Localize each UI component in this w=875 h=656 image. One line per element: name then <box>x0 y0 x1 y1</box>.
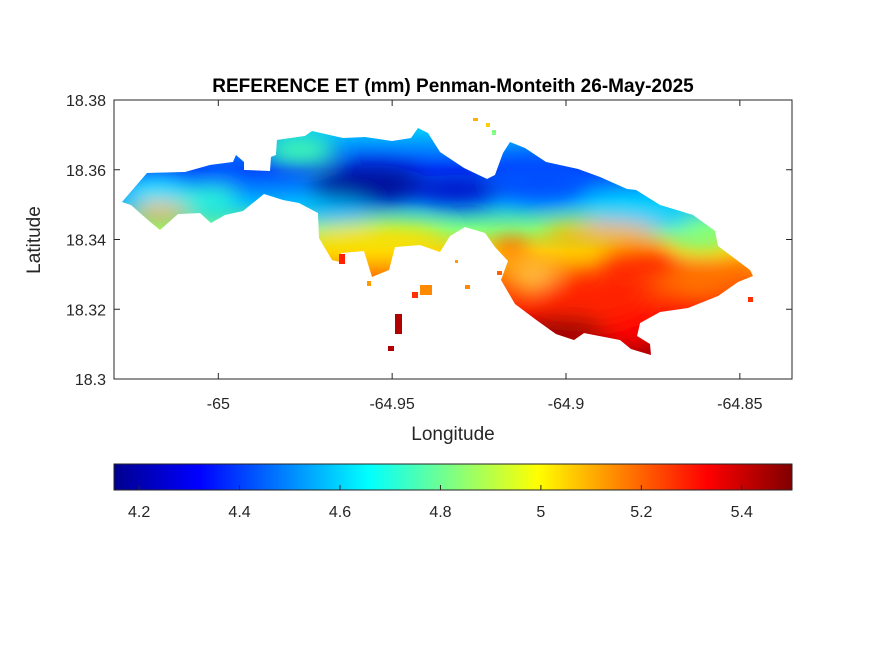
y-tick-label: 18.38 <box>66 93 106 110</box>
islet <box>748 297 753 302</box>
colorbar: 4.2 4.4 4.6 4.8 5 5.2 5.4 <box>113 463 793 521</box>
islet <box>486 123 490 127</box>
islet <box>412 292 418 298</box>
x-tick-label: -64.9 <box>548 396 585 413</box>
colorbar-tick-label: 4.2 <box>128 504 150 521</box>
y-axis-label: Latitude <box>24 206 45 274</box>
x-tick-label: -65 <box>207 396 230 413</box>
y-tick-label: 18.32 <box>66 302 106 319</box>
islet <box>473 118 478 121</box>
islet <box>455 260 458 263</box>
islet <box>497 271 502 275</box>
colorbar-ramp <box>113 463 793 491</box>
islet <box>492 130 496 135</box>
colorbar-tick-label: 5 <box>536 504 545 521</box>
colorbar-tick-label: 4.6 <box>329 504 351 521</box>
islet <box>420 285 432 295</box>
x-axis-label: Longitude <box>411 424 494 445</box>
islet <box>339 254 345 264</box>
x-axis: -65 -64.95 -64.9 -64.85 <box>207 100 763 413</box>
y-axis: 18.38 18.36 18.34 18.32 18.3 <box>66 93 792 389</box>
colorbar-tick-label: 5.4 <box>731 504 753 521</box>
x-tick-label: -64.95 <box>369 396 414 413</box>
y-tick-label: 18.34 <box>66 233 106 250</box>
map-title: REFERENCE ET (mm) Penman-Monteith 26-May… <box>212 76 694 97</box>
islet <box>465 285 470 289</box>
map-axes: -65 -64.95 -64.9 -64.85 18.3818.3618.3418.3… <box>24 93 793 445</box>
x-tick-label: -64.85 <box>717 396 762 413</box>
y-tick-label: 18.3 <box>75 372 106 389</box>
colorbar-tick-label: 4.4 <box>228 504 250 521</box>
colorbar-tick-label: 4.8 <box>429 504 451 521</box>
islet <box>395 314 402 334</box>
islet <box>388 346 394 351</box>
islet <box>367 281 371 286</box>
colorbar-ticks: 4.2 4.4 4.6 4.8 5 5.2 5.4 <box>128 485 753 521</box>
colorbar-tick-label: 5.2 <box>630 504 652 521</box>
y-tick-label: 18.36 <box>66 163 106 180</box>
